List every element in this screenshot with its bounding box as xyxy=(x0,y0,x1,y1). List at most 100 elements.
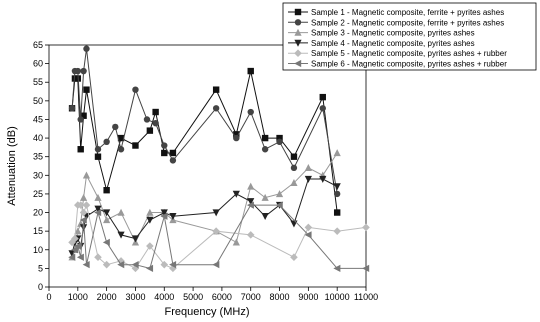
legend-label: Sample 5 - Magnetic composite, pyrites a… xyxy=(311,49,507,58)
y-tick-label: 30 xyxy=(33,170,43,180)
legend-marker xyxy=(294,8,302,16)
series-1-point xyxy=(333,209,341,216)
series-5-point xyxy=(362,223,370,232)
x-tick-label: 11000 xyxy=(354,292,378,302)
series-6-point xyxy=(94,208,102,217)
series-3-point xyxy=(79,193,88,201)
series-2-point xyxy=(103,138,110,145)
series-6-point xyxy=(160,212,168,220)
series-2-point xyxy=(94,146,102,153)
series-4-point xyxy=(103,209,111,217)
x-tick-label: 5000 xyxy=(183,292,203,302)
y-tick-label: 10 xyxy=(33,245,43,255)
series-3-point xyxy=(304,164,312,172)
series-1-point xyxy=(103,187,110,194)
series-5-point xyxy=(304,223,313,232)
series-5-point xyxy=(79,208,88,217)
x-tick-label: 6000 xyxy=(212,292,232,302)
series-6-point xyxy=(212,261,220,269)
series-3-point xyxy=(275,190,284,198)
series-2-point xyxy=(169,157,177,164)
series-4-point xyxy=(146,216,154,224)
series-5-point xyxy=(146,242,154,250)
series-6-point xyxy=(76,253,84,261)
series-5-point xyxy=(82,201,91,209)
series-2-point xyxy=(77,116,84,123)
y-tick-label: 55 xyxy=(33,77,43,87)
legend-marker xyxy=(294,39,302,47)
series-6-point xyxy=(117,261,125,269)
legend-marker xyxy=(294,59,302,68)
series-4-point xyxy=(79,224,88,232)
series-1-point xyxy=(261,134,269,142)
x-axis-ticks: 0 1000 2000 3000 4000 5000 6000 7000 8000 9000 100… xyxy=(46,287,378,302)
series-2-point xyxy=(233,134,240,142)
series-5-point xyxy=(71,234,79,243)
series-4-point xyxy=(290,220,298,228)
y-axis-title: Attenuation (dB) xyxy=(6,126,18,206)
y-tick-label: 15 xyxy=(33,226,43,236)
series-4-point xyxy=(131,235,140,243)
y-tick-label: 40 xyxy=(33,133,43,143)
series-4-point xyxy=(117,231,125,239)
series-3-point xyxy=(261,193,269,201)
series-6 xyxy=(68,201,370,272)
series-4-point xyxy=(94,205,102,213)
series-3-point xyxy=(82,171,91,179)
series-1-point xyxy=(117,134,125,142)
series-6-point xyxy=(304,231,312,239)
series-4-point xyxy=(169,213,177,221)
series-2-point xyxy=(143,116,151,123)
series-2-point xyxy=(152,119,159,127)
series-1-point xyxy=(290,153,298,160)
series-1-point xyxy=(161,149,168,157)
series-3-point xyxy=(103,216,111,224)
y-tick-label: 5 xyxy=(38,263,43,273)
series-5-point xyxy=(290,253,298,262)
series-5-point xyxy=(76,201,85,209)
series-1-point xyxy=(233,131,240,138)
series-4-point xyxy=(247,198,255,206)
series-6-point xyxy=(169,261,177,269)
series-5-point xyxy=(68,238,76,247)
series-5-point xyxy=(333,227,341,235)
series-1-point xyxy=(169,149,177,157)
y-tick-label: 50 xyxy=(33,96,43,106)
series-4-point xyxy=(160,209,168,217)
series-layer xyxy=(68,45,370,273)
series-1-point xyxy=(94,153,102,160)
series-6-point xyxy=(74,242,82,250)
y-axis-ticks: 0 5 10 15 20 25 30 35 40 45 50 55 60 65 xyxy=(33,40,49,292)
series-6-point xyxy=(79,216,87,224)
series-6-point xyxy=(131,261,139,269)
x-tick-label: 0 xyxy=(46,292,51,302)
series-4-line xyxy=(71,178,338,254)
series-2-point xyxy=(290,164,298,172)
series-1-line xyxy=(71,70,338,213)
series-2-point xyxy=(132,86,139,93)
series-6-point xyxy=(146,264,154,272)
series-6-point xyxy=(68,253,76,261)
series-1-point xyxy=(247,67,254,75)
series-5-point xyxy=(131,264,140,273)
y-tick-label: 65 xyxy=(33,40,43,50)
series-1-point xyxy=(146,127,154,134)
series-3-point xyxy=(146,208,154,216)
series-6-point xyxy=(71,246,79,254)
series-3-point xyxy=(74,227,82,235)
x-tick-label: 7000 xyxy=(241,292,261,302)
x-tick-label: 1000 xyxy=(68,292,88,302)
x-tick-label: 9000 xyxy=(298,292,318,302)
series-3-point xyxy=(94,193,102,201)
series-4-point xyxy=(333,183,341,191)
series-3-point xyxy=(232,238,240,246)
x-tick-label: 10000 xyxy=(325,292,350,302)
legend-frame xyxy=(282,2,537,71)
x-tick-label: 8000 xyxy=(270,292,290,302)
series-5-point xyxy=(94,253,102,262)
y-tick-label: 0 xyxy=(38,282,43,292)
y-tick-label: 25 xyxy=(33,189,43,199)
series-1-point xyxy=(132,142,139,149)
series-2-point xyxy=(247,108,254,116)
